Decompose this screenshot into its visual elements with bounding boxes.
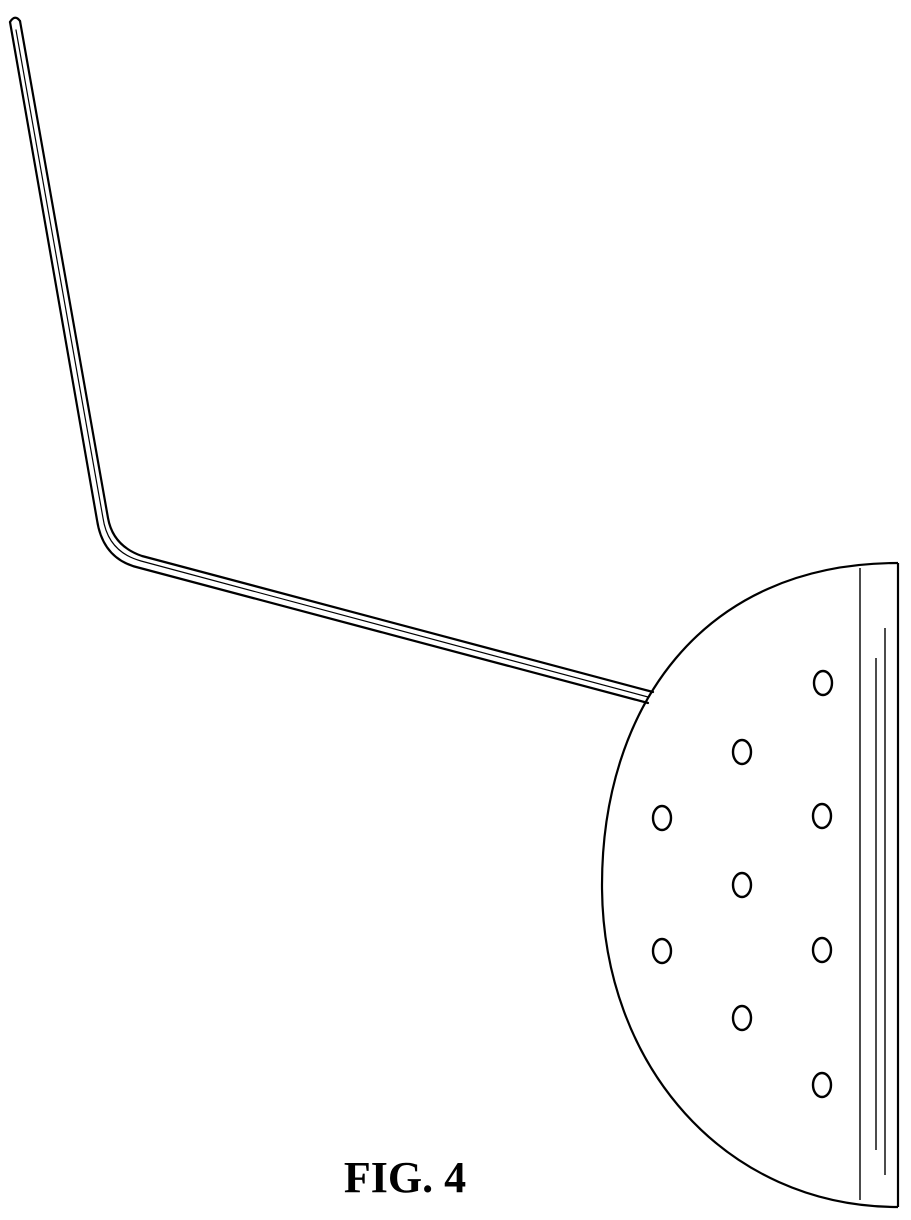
hole bbox=[653, 806, 671, 830]
disc-holes bbox=[653, 671, 832, 1097]
hole bbox=[653, 939, 671, 963]
hole bbox=[733, 1006, 751, 1030]
hole bbox=[814, 671, 832, 695]
hole bbox=[733, 740, 751, 764]
figure-caption: FIG. 4 bbox=[320, 1150, 490, 1206]
handle-outer-edge bbox=[10, 22, 648, 703]
hole bbox=[813, 804, 831, 828]
handle-inner-edge bbox=[20, 21, 653, 692]
hole bbox=[733, 873, 751, 897]
handle-tip bbox=[10, 18, 20, 22]
handle-highlight bbox=[16, 30, 648, 697]
hole bbox=[813, 938, 831, 962]
hole bbox=[813, 1073, 831, 1097]
wire-handle bbox=[10, 18, 653, 703]
